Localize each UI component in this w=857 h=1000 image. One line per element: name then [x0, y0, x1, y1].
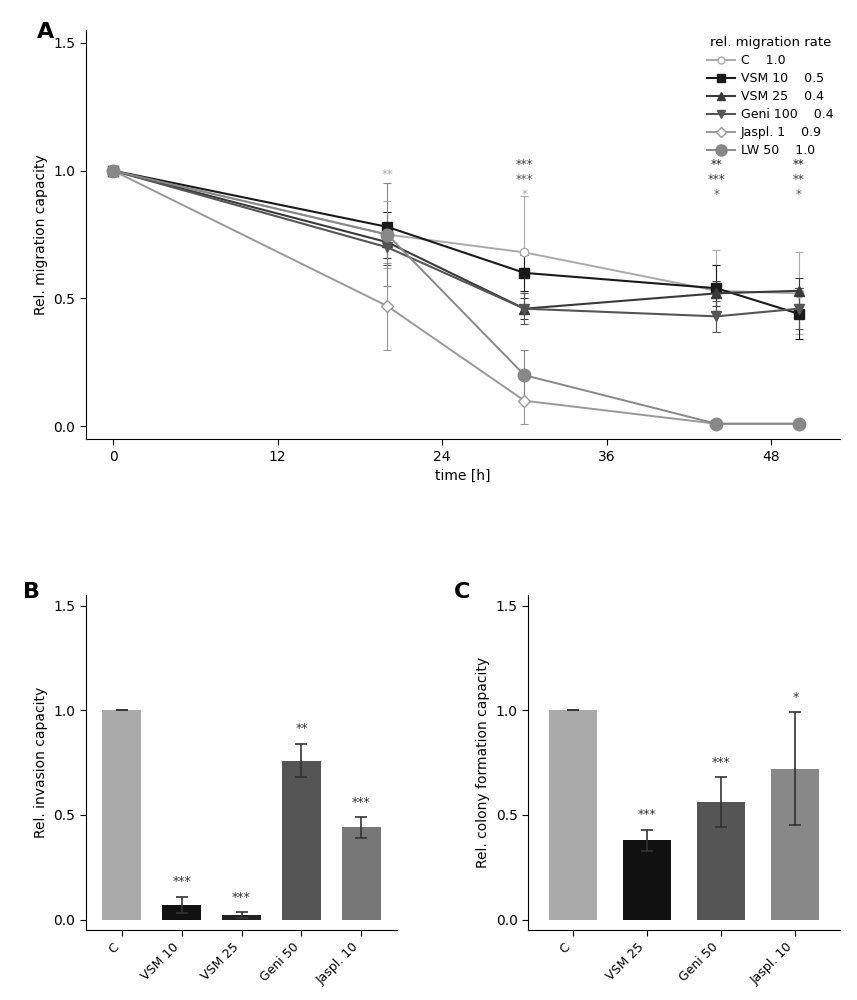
- Legend: C    1.0, VSM 10    0.5, VSM 25    0.4, Geni 100    0.4, Jaspl. 1    0.9, LW 50 : C 1.0, VSM 10 0.5, VSM 25 0.4, Geni 100 …: [707, 36, 834, 157]
- Bar: [623, 840, 671, 920]
- Text: *: *: [522, 188, 527, 201]
- Text: A: A: [37, 22, 54, 42]
- Text: ***: ***: [232, 891, 251, 904]
- Bar: [222, 915, 261, 920]
- Bar: [342, 827, 381, 920]
- Text: ***: ***: [352, 796, 371, 809]
- Text: **: **: [710, 158, 722, 171]
- Text: **: **: [793, 173, 805, 186]
- Text: C: C: [453, 582, 470, 602]
- Text: B: B: [23, 582, 40, 602]
- Text: ***: ***: [516, 173, 533, 186]
- Text: **: **: [381, 168, 393, 181]
- Bar: [697, 802, 746, 920]
- Text: *: *: [796, 188, 801, 201]
- Bar: [162, 905, 201, 920]
- Bar: [771, 769, 819, 920]
- Text: *: *: [792, 691, 799, 704]
- Y-axis label: Rel. colony formation capacity: Rel. colony formation capacity: [476, 657, 490, 868]
- Y-axis label: Rel. migration capacity: Rel. migration capacity: [33, 154, 48, 315]
- Text: **: **: [295, 722, 308, 735]
- Text: ***: ***: [172, 875, 191, 888]
- X-axis label: time [h]: time [h]: [435, 469, 490, 483]
- Bar: [548, 710, 596, 920]
- Bar: [282, 761, 321, 920]
- Y-axis label: Rel. invasion capacity: Rel. invasion capacity: [33, 687, 48, 838]
- Text: ***: ***: [712, 756, 730, 769]
- Text: ***: ***: [638, 808, 656, 821]
- Text: *: *: [714, 188, 719, 201]
- Bar: [102, 710, 141, 920]
- Text: ***: ***: [516, 158, 533, 171]
- Text: **: **: [793, 158, 805, 171]
- Text: ***: ***: [708, 173, 725, 186]
